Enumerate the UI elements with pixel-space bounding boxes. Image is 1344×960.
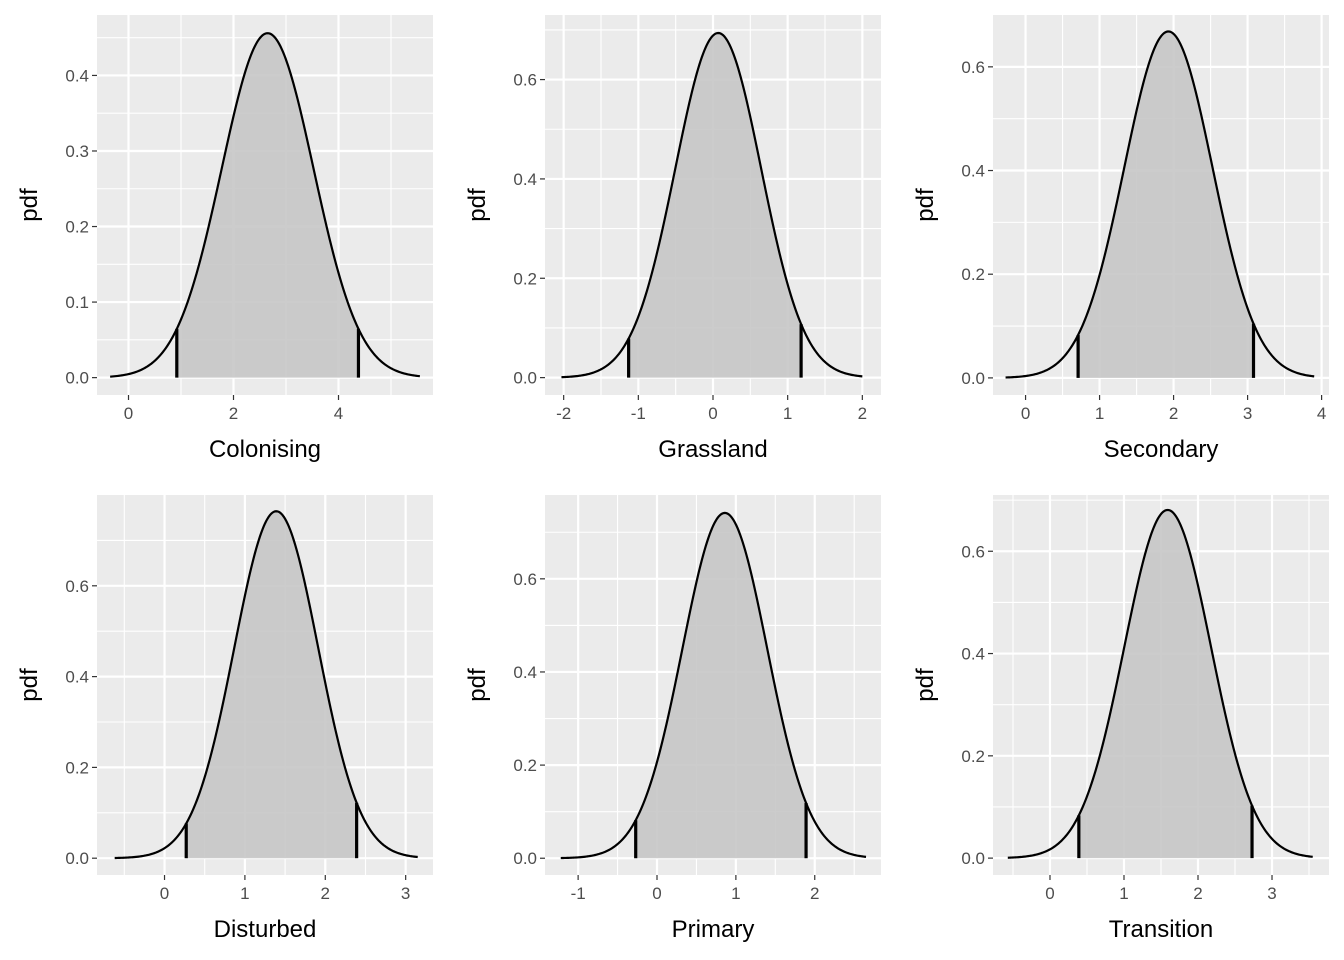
x-tick-label: 0 bbox=[1021, 404, 1030, 423]
x-tick-label: 3 bbox=[1267, 884, 1276, 903]
x-tick-label: 2 bbox=[810, 884, 819, 903]
y-tick-label: 0.2 bbox=[961, 265, 985, 284]
x-tick-label: 3 bbox=[1243, 404, 1252, 423]
y-axis-title: pdf bbox=[464, 668, 491, 702]
x-tick-label: 2 bbox=[321, 884, 330, 903]
y-axis-title: pdf bbox=[464, 188, 491, 222]
y-tick-label: 0.0 bbox=[65, 369, 89, 388]
y-tick-label: 0.2 bbox=[513, 756, 537, 775]
x-tick-label: -2 bbox=[556, 404, 571, 423]
x-tick-label: 2 bbox=[858, 404, 867, 423]
y-tick-label: 0.2 bbox=[961, 747, 985, 766]
y-tick-label: 0.0 bbox=[513, 369, 537, 388]
x-tick-label: 4 bbox=[334, 404, 343, 423]
x-axis-title: Secondary bbox=[1104, 436, 1219, 463]
y-tick-label: 0.4 bbox=[65, 66, 89, 85]
density-curve bbox=[110, 32, 420, 378]
x-tick-label: 1 bbox=[783, 404, 792, 423]
x-axis-title: Primary bbox=[672, 916, 755, 943]
y-tick-label: 0.4 bbox=[65, 668, 89, 687]
x-tick-label: 4 bbox=[1317, 404, 1326, 423]
x-tick-label: 0 bbox=[652, 884, 661, 903]
y-axis-title: pdf bbox=[912, 188, 939, 222]
shaded-interval-area bbox=[1078, 31, 1254, 378]
x-tick-label: 0 bbox=[160, 884, 169, 903]
y-tick-label: 0.0 bbox=[961, 849, 985, 868]
chart-panel: 0.0 0.2 0.4 0.6 0 1 2 3 4 Secondary pdf bbox=[912, 15, 1329, 463]
x-tick-label: 0 bbox=[708, 404, 717, 423]
y-axis-title: pdf bbox=[16, 668, 43, 702]
y-tick-label: 0.2 bbox=[65, 218, 89, 237]
x-tick-label: 1 bbox=[1119, 884, 1128, 903]
x-axis-title: Transition bbox=[1109, 916, 1213, 943]
y-tick-label: 0.0 bbox=[65, 849, 89, 868]
y-tick-label: 0.6 bbox=[961, 542, 985, 561]
y-tick-label: 0.4 bbox=[961, 162, 985, 181]
shaded-interval-area bbox=[176, 33, 359, 378]
x-tick-label: 2 bbox=[1169, 404, 1178, 423]
y-tick-label: 0.6 bbox=[513, 71, 537, 90]
y-tick-label: 0.2 bbox=[65, 758, 89, 777]
y-axis-title: pdf bbox=[16, 188, 43, 222]
x-tick-label: 1 bbox=[240, 884, 249, 903]
y-tick-label: 0.0 bbox=[961, 369, 985, 388]
density-curve bbox=[114, 510, 418, 860]
y-tick-label: 0.6 bbox=[513, 570, 537, 589]
density-curve bbox=[1007, 508, 1313, 859]
x-tick-label: 0 bbox=[124, 404, 133, 423]
y-tick-label: 0.1 bbox=[65, 293, 89, 312]
density-curve bbox=[560, 511, 867, 860]
density-curve bbox=[1005, 30, 1315, 379]
shaded-interval-area bbox=[186, 511, 357, 859]
chart-panel: 0.0 0.2 0.4 0.6 0 1 2 3 Transition pdf bbox=[912, 495, 1329, 943]
y-tick-label: 0.6 bbox=[65, 577, 89, 596]
y-tick-label: 0.6 bbox=[961, 58, 985, 77]
chart-panel: 0.0 0.2 0.4 0.6 -2 -1 0 1 2 Grassland pdf bbox=[464, 15, 881, 463]
x-tick-label: 2 bbox=[1193, 884, 1202, 903]
chart-panel: 0.0 0.2 0.4 0.6 0 1 2 3 Disturbed pdf bbox=[16, 495, 433, 943]
x-tick-label: 3 bbox=[401, 884, 410, 903]
y-tick-label: 0.4 bbox=[513, 663, 537, 682]
y-tick-label: 0.3 bbox=[65, 142, 89, 161]
x-axis-title: Grassland bbox=[658, 436, 767, 463]
shaded-interval-area bbox=[1078, 509, 1253, 859]
shaded-interval-area bbox=[635, 512, 807, 859]
chart-panel: 0.0 0.2 0.4 0.6 -1 0 1 2 Primary pdf bbox=[464, 495, 881, 943]
chart-panel: 0.0 0.1 0.2 0.3 0.4 0 2 4 Colonising pdf bbox=[16, 15, 433, 463]
x-tick-label: 1 bbox=[731, 884, 740, 903]
y-axis-title: pdf bbox=[912, 668, 939, 702]
x-tick-label: 2 bbox=[229, 404, 238, 423]
x-axis-title: Disturbed bbox=[214, 916, 317, 943]
y-tick-label: 0.4 bbox=[513, 170, 537, 189]
x-tick-label: -1 bbox=[571, 884, 586, 903]
shaded-interval-area bbox=[628, 33, 802, 378]
x-axis-title: Colonising bbox=[209, 436, 321, 463]
y-tick-label: 0.0 bbox=[513, 849, 537, 868]
y-tick-label: 0.4 bbox=[961, 645, 985, 664]
density-curve bbox=[561, 31, 863, 379]
y-tick-label: 0.2 bbox=[513, 269, 537, 288]
x-tick-label: -1 bbox=[631, 404, 646, 423]
x-tick-label: 0 bbox=[1045, 884, 1054, 903]
x-tick-label: 1 bbox=[1095, 404, 1104, 423]
